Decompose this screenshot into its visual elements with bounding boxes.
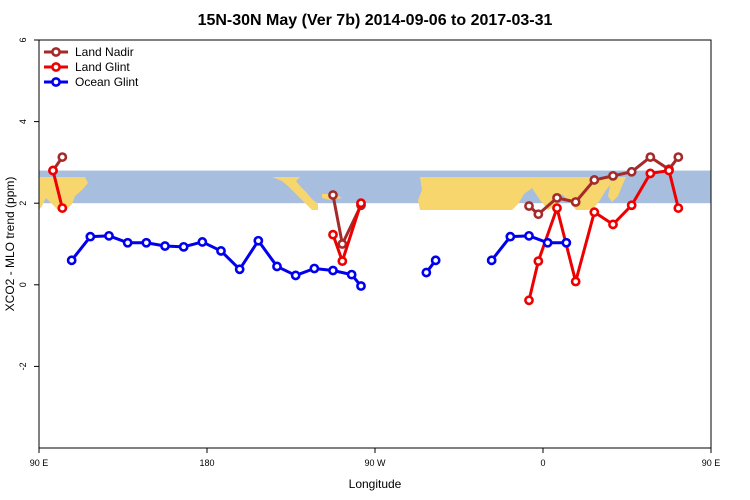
- data-point: [346, 269, 357, 280]
- series-layer: [48, 152, 684, 306]
- data-point: [141, 237, 152, 248]
- series-line: [527, 169, 680, 301]
- data-point: [57, 152, 68, 162]
- data-point: [570, 276, 581, 287]
- data-point: [608, 170, 618, 181]
- data-point: [57, 203, 68, 213]
- series-line: [528, 155, 680, 216]
- y-axis-label: XCO2 - MLO trend (ppm): [3, 177, 17, 312]
- data-point: [645, 168, 656, 179]
- data-point: [421, 267, 432, 278]
- data-point: [673, 203, 684, 213]
- x-tick-label: 0: [540, 458, 545, 468]
- data-point: [673, 152, 684, 162]
- data-point: [216, 246, 226, 256]
- land-africa-asia: [418, 177, 612, 210]
- legend-marker: [51, 77, 61, 87]
- data-point: [524, 295, 534, 306]
- data-point: [608, 219, 618, 230]
- x-tick-label: 90 E: [30, 458, 49, 468]
- x-tick-label: 90 W: [364, 458, 386, 468]
- legend-marker: [51, 62, 61, 72]
- legend-marker: [51, 47, 61, 57]
- data-point: [66, 255, 77, 266]
- legend-item: Land Nadir: [44, 45, 134, 59]
- data-point: [328, 229, 338, 240]
- data-point: [104, 230, 114, 241]
- data-point: [542, 237, 553, 248]
- data-point: [664, 165, 674, 176]
- x-tick-label: 180: [199, 458, 214, 468]
- land-mexico: [272, 177, 318, 210]
- data-point: [337, 239, 348, 249]
- data-point: [48, 165, 58, 176]
- legend-label: Ocean Glint: [75, 75, 139, 89]
- data-point: [234, 264, 245, 275]
- y-tick-label: 0: [18, 282, 28, 287]
- data-point: [356, 281, 366, 291]
- data-point: [328, 265, 338, 276]
- data-point: [328, 190, 338, 200]
- data-point: [552, 192, 562, 203]
- data-point: [272, 261, 282, 272]
- x-tick-label: 90 E: [702, 458, 721, 468]
- data-point: [122, 237, 133, 248]
- data-point: [561, 237, 572, 248]
- chart-title: 15N-30N May (Ver 7b) 2014-09-06 to 2017-…: [198, 12, 553, 29]
- data-point: [645, 152, 656, 162]
- legend-label: Land Nadir: [75, 45, 134, 59]
- data-point: [356, 198, 366, 209]
- legend-item: Land Glint: [44, 60, 130, 74]
- legend-label: Land Glint: [75, 60, 130, 74]
- data-point: [524, 230, 534, 241]
- land-asia-left: [39, 177, 88, 210]
- data-point: [533, 209, 544, 220]
- data-point: [337, 256, 348, 267]
- data-point: [430, 255, 441, 266]
- y-tick-label: 2: [18, 201, 28, 206]
- land-shapes: [39, 177, 626, 210]
- y-tick-label: -2: [18, 362, 28, 370]
- data-point: [524, 201, 534, 211]
- x-axis: 90 E 180 90 W 0 90 E: [30, 448, 721, 468]
- legend-item: Ocean Glint: [44, 75, 139, 89]
- data-point: [589, 207, 600, 218]
- data-point: [309, 263, 320, 274]
- data-point: [505, 231, 516, 242]
- data-point: [486, 255, 497, 266]
- data-point: [533, 256, 544, 267]
- data-point: [290, 270, 301, 281]
- x-axis-label: Longitude: [349, 477, 402, 491]
- series-land-glint: [48, 165, 684, 306]
- data-point: [197, 237, 208, 247]
- land-east-asia: [608, 177, 626, 202]
- map-band: [39, 170, 711, 210]
- data-point: [589, 175, 600, 185]
- data-point: [160, 241, 170, 251]
- y-axis: -2 0 2 4 6: [18, 37, 39, 370]
- data-point: [626, 200, 637, 211]
- y-tick-label: 4: [18, 119, 28, 124]
- series-ocean-glint: [66, 230, 572, 291]
- data-point: [253, 235, 264, 246]
- series-line: [70, 234, 363, 287]
- data-point: [626, 166, 637, 177]
- data-point: [178, 241, 189, 252]
- data-point: [552, 203, 562, 213]
- data-point: [570, 197, 581, 207]
- y-tick-label: 6: [18, 37, 28, 42]
- series-line: [51, 170, 64, 209]
- data-point: [85, 231, 96, 242]
